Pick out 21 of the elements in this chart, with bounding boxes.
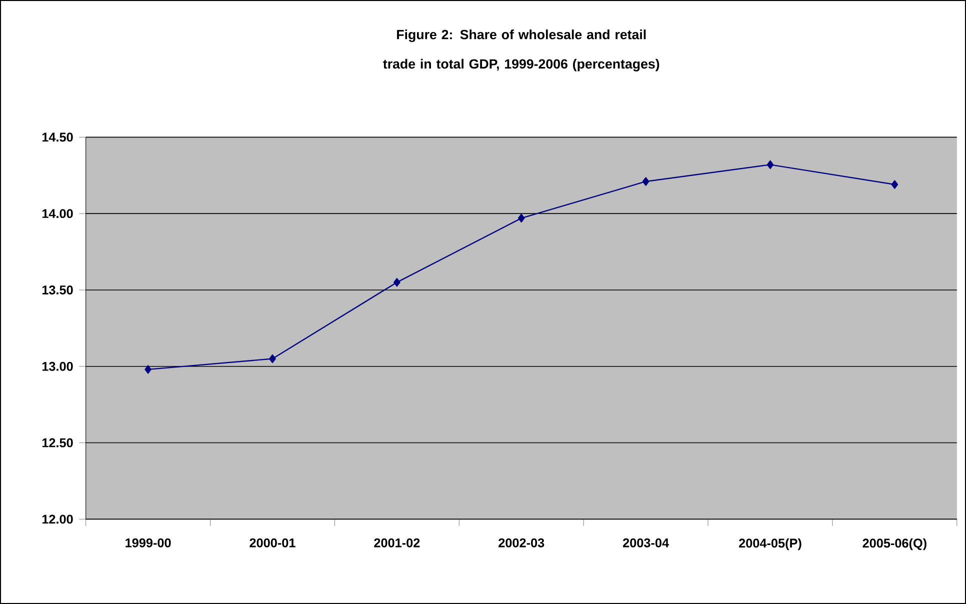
x-tick-label: 2001-02 <box>374 538 420 548</box>
y-tick-label: 13.00 <box>42 362 73 371</box>
chart-title: Figure 2: Share of wholesale and retail trade in total GDP, 1999-2006 (percentages) <box>383 30 660 72</box>
point <box>642 177 650 186</box>
x-tick-label: 2004-05(P) <box>738 538 802 550</box>
y-tick-label: 13.50 <box>42 286 73 294</box>
point <box>766 160 774 170</box>
point <box>891 180 898 189</box>
x-tick-label: 1999-00 <box>126 538 171 548</box>
point <box>144 365 152 374</box>
x-tick-label: 2000-01 <box>250 538 296 548</box>
point <box>394 278 400 287</box>
x-tick-label: 2002-03 <box>498 538 544 548</box>
point <box>518 214 525 223</box>
x-tick-label: 2005-06(Q) <box>862 538 926 550</box>
y-tick-label: 14.00 <box>42 209 73 218</box>
y-tick-label: 12.00 <box>42 514 73 524</box>
point <box>269 354 276 364</box>
y-tick-label: 12.50 <box>42 438 73 448</box>
y-tick-label: 14.50 <box>42 132 73 142</box>
x-tick-label: 2003-04 <box>622 538 669 548</box>
